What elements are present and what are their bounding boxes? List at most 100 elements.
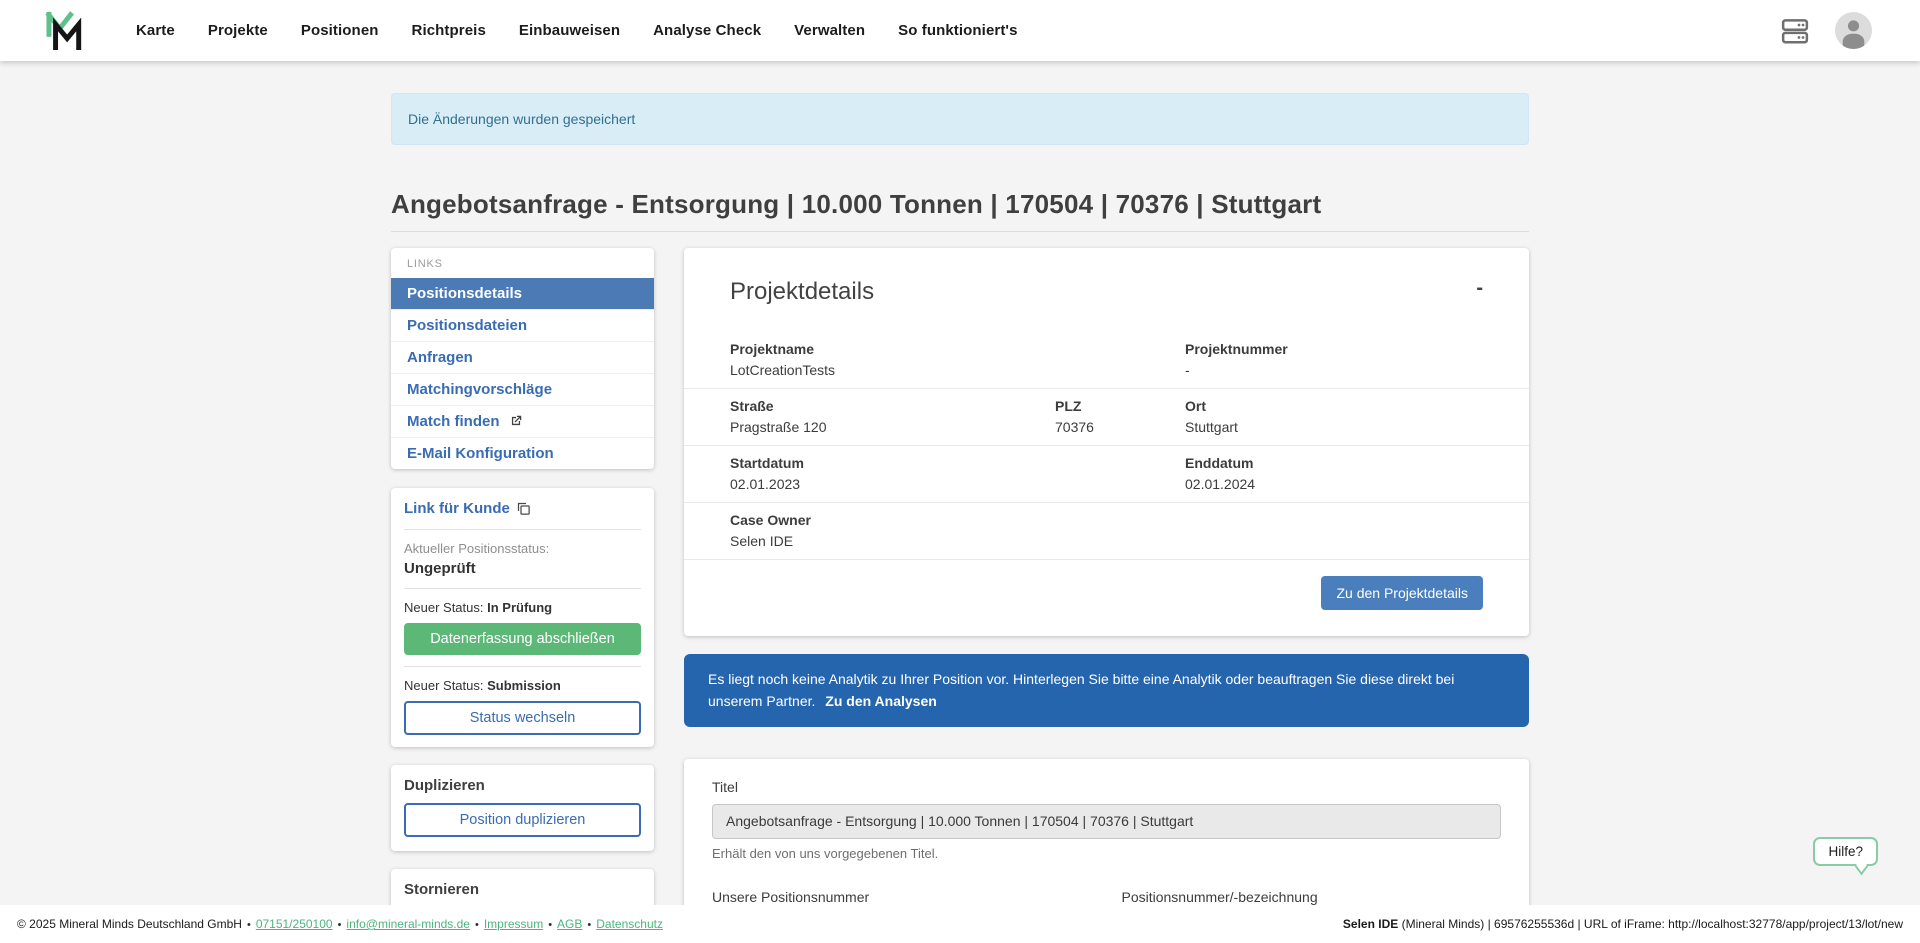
enddatum-value: 02.01.2024 bbox=[1185, 476, 1256, 492]
divider bbox=[404, 588, 641, 589]
ort-label: Ort bbox=[1185, 398, 1206, 414]
sidebar: LINKS Positionsdetails Positionsdateien … bbox=[391, 248, 654, 943]
nav-item-karte[interactable]: Karte bbox=[136, 22, 175, 39]
switch-status-button[interactable]: Status wechseln bbox=[404, 701, 641, 735]
title-divider bbox=[391, 231, 1529, 232]
sidebar-item-anfragen[interactable]: Anfragen bbox=[391, 341, 654, 373]
session-user: Selen IDE bbox=[1342, 917, 1399, 931]
current-status-value: Ungeprüft bbox=[404, 560, 476, 577]
customer-link-label: Link für Kunde bbox=[404, 500, 510, 517]
project-details-heading: Projektdetails bbox=[730, 278, 875, 305]
nav-item-analyse-check[interactable]: Analyse Check bbox=[653, 22, 762, 39]
separator bbox=[548, 917, 552, 931]
field-strasse: Straße Pragstraße 120 bbox=[730, 389, 1055, 445]
main-content: Projektdetails - Projektname LotCreation… bbox=[684, 248, 1529, 943]
next-status-prefix: Neuer Status: bbox=[404, 600, 484, 615]
top-navbar: Karte Projekte Positionen Richtpreis Ein… bbox=[0, 0, 1920, 61]
project-details-card: Projektdetails - Projektname LotCreation… bbox=[684, 248, 1529, 636]
footer: © 2025 Mineral Minds Deutschland GmbH 07… bbox=[0, 905, 1920, 943]
customer-link[interactable]: Link für Kunde bbox=[404, 500, 531, 517]
startdatum-label: Startdatum bbox=[730, 455, 804, 471]
footer-datenschutz-link[interactable]: Datenschutz bbox=[596, 917, 663, 931]
nav-item-verwalten[interactable]: Verwalten bbox=[794, 22, 866, 39]
saved-alert-text: Die Änderungen wurden gespeichert bbox=[408, 111, 636, 127]
help-bubble-tail bbox=[1854, 857, 1869, 876]
session-info: Selen IDE (Mineral Minds) | 69576255536d… bbox=[1343, 917, 1903, 931]
ort-value: Stuttgart bbox=[1185, 419, 1238, 435]
nav-item-projekte[interactable]: Projekte bbox=[207, 22, 268, 39]
divider bbox=[684, 559, 1529, 560]
sidebar-item-email-konfiguration[interactable]: E-Mail Konfiguration bbox=[391, 437, 654, 469]
match-finden-label: Match finden bbox=[407, 413, 500, 430]
footer-impressum-link[interactable]: Impressum bbox=[483, 917, 544, 931]
separator bbox=[587, 917, 591, 931]
divider bbox=[684, 445, 1529, 446]
nav-item-positionen[interactable]: Positionen bbox=[300, 22, 379, 39]
current-status-label: Aktueller Positionsstatus: bbox=[404, 541, 550, 556]
plz-value: 70376 bbox=[1055, 419, 1094, 435]
external-link-icon bbox=[511, 415, 521, 426]
user-avatar[interactable] bbox=[1835, 12, 1872, 49]
analytics-banner-text: Es liegt noch keine Analytik zu Ihrer Po… bbox=[708, 671, 1455, 710]
next-status-2-value: Submission bbox=[487, 678, 561, 693]
projektname-label: Projektname bbox=[730, 341, 815, 357]
footer-phone-link[interactable]: 07151/250100 bbox=[255, 917, 333, 931]
projektnummer-value: - bbox=[1185, 362, 1190, 378]
links-card: LINKS Positionsdetails Positionsdateien … bbox=[391, 248, 654, 469]
projektnummer-label: Projektnummer bbox=[1185, 341, 1288, 357]
titel-input[interactable] bbox=[712, 803, 1501, 839]
go-to-project-details-button[interactable]: Zu den Projektdetails bbox=[1321, 576, 1483, 610]
titel-help: Erhält den von uns vorgegebenen Titel. bbox=[712, 845, 939, 861]
go-to-analyses-link[interactable]: Zu den Analysen bbox=[825, 693, 937, 710]
field-projektnummer: Projektnummer - bbox=[1185, 332, 1483, 388]
main-nav: Karte Projekte Positionen Richtpreis Ein… bbox=[136, 22, 1018, 39]
field-ort: Ort Stuttgart bbox=[1185, 389, 1483, 445]
analytics-banner: Es liegt noch keine Analytik zu Ihrer Po… bbox=[684, 654, 1529, 727]
session-details: (Mineral Minds) | 69576255536d | URL of … bbox=[1398, 917, 1903, 931]
titel-label: Titel bbox=[712, 778, 738, 795]
sidebar-item-positionsdetails[interactable]: Positionsdetails bbox=[391, 278, 654, 309]
duplicate-position-button[interactable]: Position duplizieren bbox=[404, 803, 641, 837]
separator bbox=[247, 917, 251, 931]
field-enddatum: Enddatum 02.01.2024 bbox=[1185, 446, 1483, 502]
sidebar-item-positionsdateien[interactable]: Positionsdateien bbox=[391, 309, 654, 341]
status-card: Link für Kunde Aktueller Positionsstatus… bbox=[391, 488, 654, 747]
nav-item-einbauweisen[interactable]: Einbauweisen bbox=[518, 22, 621, 39]
separator bbox=[338, 917, 342, 931]
duplicate-heading: Duplizieren bbox=[404, 777, 485, 794]
field-startdatum: Startdatum 02.01.2023 bbox=[730, 446, 1185, 502]
divider bbox=[684, 388, 1529, 389]
nav-item-so-funktionierts[interactable]: So funktioniert's bbox=[898, 22, 1018, 39]
footer-agb-link[interactable]: AGB bbox=[557, 917, 583, 931]
divider bbox=[404, 529, 641, 530]
sidebar-item-match-finden[interactable]: Match finden bbox=[391, 405, 654, 437]
complete-data-entry-button[interactable]: Datenerfassung abschließen bbox=[404, 623, 641, 655]
copy-icon bbox=[517, 502, 530, 515]
enddatum-label: Enddatum bbox=[1185, 455, 1254, 471]
pos-number-label: Positionsnummer/-bezeichnung bbox=[1121, 888, 1318, 905]
collapse-button[interactable]: - bbox=[1476, 277, 1483, 299]
plz-label: PLZ bbox=[1055, 398, 1082, 414]
field-plz: PLZ 70376 bbox=[1055, 389, 1185, 445]
projektname-value: LotCreationTests bbox=[730, 362, 836, 378]
help-button[interactable]: Hilfe? bbox=[1813, 837, 1878, 876]
mineral-minds-logo[interactable] bbox=[44, 8, 82, 54]
strasse-label: Straße bbox=[730, 398, 774, 414]
next-status-1-value: In Prüfung bbox=[487, 600, 553, 615]
next-status-1: Neuer Status: In Prüfung bbox=[404, 600, 641, 615]
footer-email-link[interactable]: info@mineral-minds.de bbox=[346, 917, 470, 931]
strasse-value: Pragstraße 120 bbox=[730, 419, 827, 435]
case-owner-value: Selen IDE bbox=[730, 533, 794, 549]
page-container: Die Änderungen wurden gespeichert Angebo… bbox=[391, 61, 1529, 943]
next-status-2: Neuer Status: Submission bbox=[404, 678, 641, 693]
nav-item-richtpreis[interactable]: Richtpreis bbox=[411, 22, 486, 39]
server-status-button[interactable] bbox=[1779, 15, 1811, 47]
page-title: Angebotsanfrage - Entsorgung | 10.000 To… bbox=[391, 189, 1322, 219]
field-case-owner: Case Owner Selen IDE bbox=[730, 503, 1483, 559]
cancel-heading: Stornieren bbox=[404, 881, 480, 898]
our-number-label: Unsere Positionsnummer bbox=[712, 888, 870, 905]
links-card-header: LINKS bbox=[407, 258, 443, 270]
server-icon bbox=[1781, 18, 1809, 43]
sidebar-item-matchingvorschlaege[interactable]: Matchingvorschläge bbox=[391, 373, 654, 405]
field-projektname: Projektname LotCreationTests bbox=[730, 332, 1185, 388]
